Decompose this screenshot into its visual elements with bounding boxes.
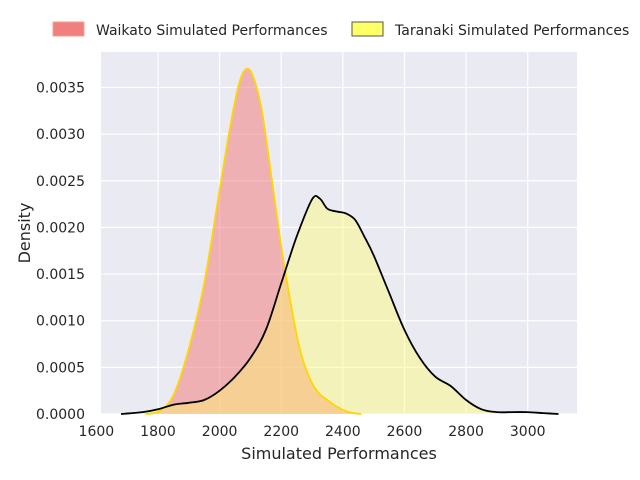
series-layer	[120, 67, 559, 415]
x-tick-label: 1800	[140, 424, 176, 440]
x-tick-label: 1600	[79, 424, 115, 440]
legend: Waikato Simulated Performances Taranaki …	[52, 21, 629, 39]
x-tick-label: 2400	[325, 424, 361, 440]
y-tick-label: 0.0035	[36, 80, 85, 96]
x-axis: 1600 1800 2000 2200 2400 2600 2800 3000	[79, 424, 546, 440]
legend-label-waikato: Waikato Simulated Performances	[96, 23, 328, 39]
y-axis: 0.0000 0.0005 0.0010 0.0015 0.0020 0.0025 0.00…	[36, 80, 85, 423]
x-tick-label: 2800	[448, 424, 484, 440]
y-tick-label: 0.0005	[36, 360, 85, 376]
density-area-taranaki	[121, 195, 559, 414]
y-tick-label: 0.0015	[36, 267, 85, 283]
legend-swatch-waikato	[52, 21, 85, 37]
x-tick-label: 2600	[387, 424, 423, 440]
legend-label-taranaki: Taranaki Simulated Performances	[394, 23, 629, 39]
density-area-waikato	[145, 68, 362, 414]
series-lines	[120, 67, 559, 415]
y-tick-label: 0.0025	[36, 174, 85, 190]
legend-swatch-taranaki	[351, 21, 384, 37]
density-line-waikato	[145, 67, 362, 415]
x-tick-label: 2000	[202, 424, 238, 440]
plot-area	[101, 52, 577, 414]
x-tick-label: 2200	[263, 424, 299, 440]
y-tick-label: 0.0030	[36, 127, 85, 143]
x-tick-label: 3000	[510, 424, 546, 440]
series-fills	[121, 68, 559, 414]
x-axis-title: Simulated Performances	[241, 444, 437, 463]
y-tick-label: 0.0020	[36, 220, 85, 236]
density-line-taranaki	[120, 194, 559, 415]
y-tick-label: 0.0010	[36, 314, 85, 330]
y-tick-label: 0.0000	[36, 407, 85, 423]
y-axis-title: Density	[15, 203, 34, 264]
